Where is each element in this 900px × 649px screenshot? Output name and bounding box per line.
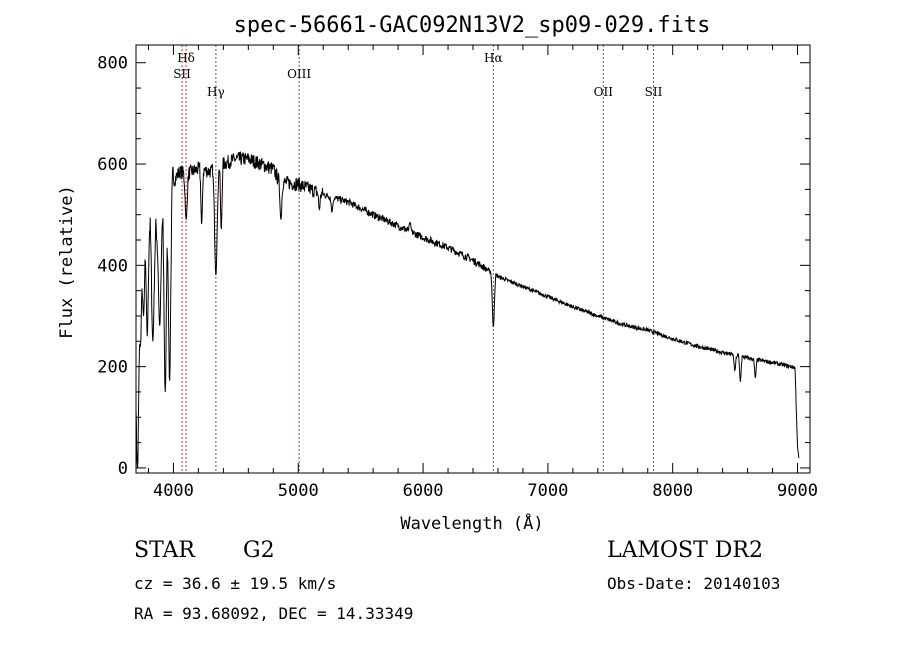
line-label: SII [173, 67, 191, 81]
line-label: Hδ [177, 51, 195, 65]
x-tick-label: 5000 [278, 481, 319, 501]
line-label: OII [594, 85, 614, 99]
x-tick-label: 6000 [403, 481, 444, 501]
emission-line-markers: Hδ SII Hγ OIII Hα OII SII [173, 45, 663, 473]
line-label: OIII [287, 67, 311, 81]
chart-title: spec-56661-GAC092N13V2_sp09-029.fits [234, 13, 711, 38]
y-tick-label: 0 [118, 459, 128, 479]
spectrum-line [135, 151, 800, 468]
y-axis-label: Flux (relative) [57, 185, 77, 339]
y-tick-label: 600 [97, 155, 128, 175]
axes: 4000 5000 6000 7000 8000 9000 0 200 400 600 800 [97, 45, 818, 501]
object-type: STAR [134, 538, 195, 563]
x-tick-label: 9000 [777, 481, 818, 501]
y-tick-label: 400 [97, 256, 128, 276]
y-tick-label: 200 [97, 358, 128, 378]
x-tick-label: 8000 [652, 481, 693, 501]
x-tick-label: 7000 [527, 481, 568, 501]
y-tick-label: 800 [97, 54, 128, 74]
x-axis-label: Wavelength (Å) [400, 512, 543, 534]
redshift-velocity: cz = 36.6 ± 19.5 km/s [134, 574, 337, 593]
line-label: Hα [484, 51, 503, 65]
line-label: SII [645, 85, 663, 99]
coordinates: RA = 93.68092, DEC = 14.33349 [134, 604, 414, 623]
survey-name: LAMOST DR2 [607, 538, 763, 563]
line-label: Hγ [207, 85, 225, 99]
object-subclass: G2 [243, 538, 275, 563]
observation-date: Obs-Date: 20140103 [607, 574, 781, 593]
x-tick-label: 4000 [153, 481, 194, 501]
